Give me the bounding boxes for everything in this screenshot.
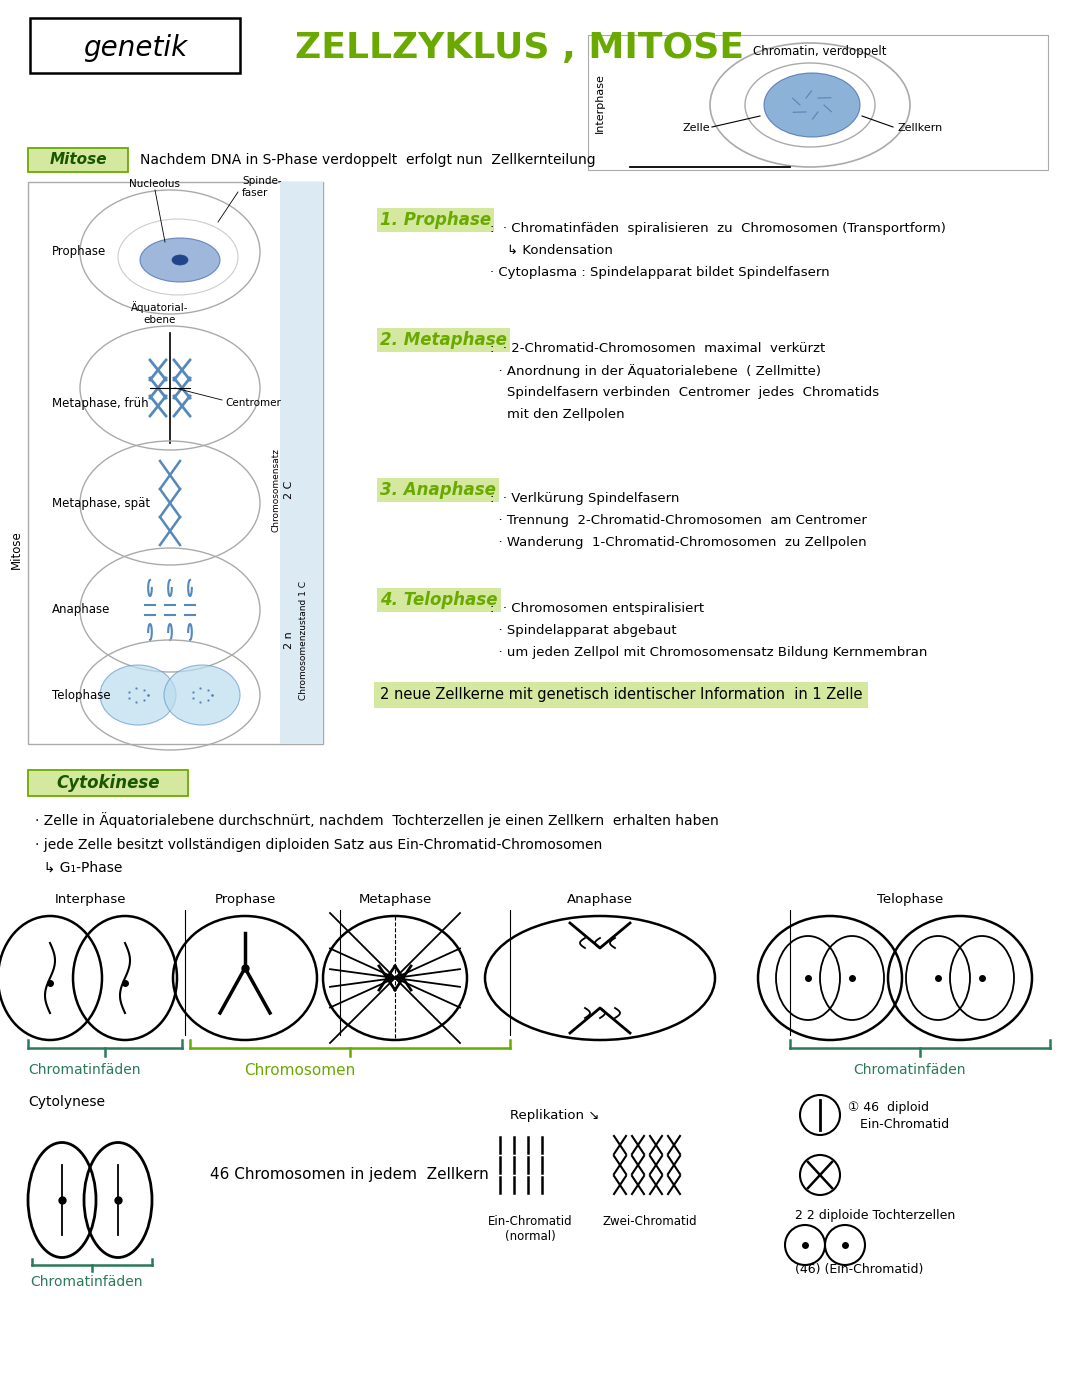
Text: Mitose: Mitose	[50, 152, 107, 168]
Text: Prophase: Prophase	[52, 246, 106, 258]
Text: Chromatinfäden: Chromatinfäden	[30, 1275, 143, 1289]
Text: · Cytoplasma : Spindelapparat bildet Spindelfasern: · Cytoplasma : Spindelapparat bildet Spi…	[490, 265, 829, 279]
Text: Metaphase, früh: Metaphase, früh	[52, 397, 149, 409]
Text: Telophase: Telophase	[52, 689, 110, 701]
Text: :  · Verlkürung Spindelfasern: : · Verlkürung Spindelfasern	[490, 492, 679, 504]
Text: ↳ G₁-Phase: ↳ G₁-Phase	[35, 861, 122, 875]
Text: · jede Zelle besitzt vollständigen diploiden Satz aus Ein-Chromatid-Chromosomen: · jede Zelle besitzt vollständigen diplo…	[35, 838, 603, 852]
Text: Chromosomen: Chromosomen	[244, 1063, 355, 1078]
Text: Chromatinfäden: Chromatinfäden	[854, 1063, 967, 1077]
Text: Replikation ↘: Replikation ↘	[510, 1108, 599, 1122]
Text: 3. Anaphase: 3. Anaphase	[380, 481, 496, 499]
Text: :  · Chromosomen entspiralisiert: : · Chromosomen entspiralisiert	[490, 602, 704, 615]
Text: 4. Telophase: 4. Telophase	[380, 591, 498, 609]
Text: Metaphase: Metaphase	[359, 894, 432, 907]
Text: Prophase: Prophase	[214, 894, 275, 907]
Text: :  · Chromatinfäden  spiralisieren  zu  Chromosomen (Transportform): : · Chromatinfäden spiralisieren zu Chro…	[490, 222, 946, 235]
Bar	[30, 18, 240, 73]
Text: Ein-Chromatid
(normal): Ein-Chromatid (normal)	[488, 1215, 572, 1243]
Ellipse shape	[764, 73, 860, 137]
Bar	[28, 148, 129, 172]
Text: genetik: genetik	[83, 34, 187, 61]
Text: 46 Chromosomen in jedem  Zellkern: 46 Chromosomen in jedem Zellkern	[210, 1168, 489, 1182]
Text: Interphase: Interphase	[54, 894, 125, 907]
Text: · um jeden Zellpol mit Chromosomensatz Bildung Kernmembran: · um jeden Zellpol mit Chromosomensatz B…	[490, 645, 928, 659]
Text: Äquatorial-
ebene: Äquatorial- ebene	[132, 302, 189, 324]
Ellipse shape	[164, 665, 240, 725]
Bar	[28, 182, 323, 745]
Text: mit den Zellpolen: mit den Zellpolen	[490, 408, 624, 420]
Text: Interphase: Interphase	[595, 73, 605, 133]
Text: Chromatin, verdoppelt: Chromatin, verdoppelt	[753, 46, 887, 59]
Text: · Trennung  2-Chromatid-Chromosomen  am Centromer: · Trennung 2-Chromatid-Chromosomen am Ce…	[490, 514, 867, 527]
Text: 2 n: 2 n	[284, 631, 294, 648]
Text: Cytokinese: Cytokinese	[56, 774, 160, 792]
Bar	[280, 182, 323, 745]
Text: Anaphase: Anaphase	[567, 894, 633, 907]
Text: Chromatinfäden: Chromatinfäden	[28, 1063, 140, 1077]
Text: 1. Prophase: 1. Prophase	[380, 211, 491, 229]
Text: Zellkern: Zellkern	[897, 123, 942, 133]
Text: Spinde-
faser: Spinde- faser	[242, 176, 282, 198]
Text: · Anordnung in der Äquatorialebene  ( Zellmitte): · Anordnung in der Äquatorialebene ( Zel…	[490, 365, 821, 379]
Text: Chromosomenzustand 1 C: Chromosomenzustand 1 C	[298, 581, 308, 700]
Text: Metaphase, spät: Metaphase, spät	[52, 496, 150, 510]
Text: Nachdem DNA in S-Phase verdoppelt  erfolgt nun  Zellkernteilung: Nachdem DNA in S-Phase verdoppelt erfolg…	[140, 154, 596, 168]
Text: 2 neue Zellkerne mit genetisch identischer Information  in 1 Zelle: 2 neue Zellkerne mit genetisch identisch…	[380, 687, 863, 703]
Bar	[28, 770, 188, 796]
Text: Zwei-Chromatid: Zwei-Chromatid	[603, 1215, 698, 1228]
Text: Zelle: Zelle	[683, 123, 710, 133]
Text: Chromosomensatz: Chromosomensatz	[271, 448, 281, 532]
Text: Spindelfasern verbinden  Centromer  jedes  Chromatids: Spindelfasern verbinden Centromer jedes …	[490, 386, 879, 400]
Text: Anaphase: Anaphase	[52, 604, 110, 616]
Text: :  · 2-Chromatid-Chromosomen  maximal  verkürzt: : · 2-Chromatid-Chromosomen maximal verk…	[490, 342, 825, 355]
Text: 2. Metaphase: 2. Metaphase	[380, 331, 507, 349]
Text: Nucleolus: Nucleolus	[130, 179, 180, 189]
Text: Centromer: Centromer	[225, 398, 281, 408]
Text: Telophase: Telophase	[877, 894, 943, 907]
Ellipse shape	[140, 237, 220, 282]
Text: ① 46  diploid: ① 46 diploid	[848, 1101, 929, 1115]
Text: ↳ Kondensation: ↳ Kondensation	[490, 244, 612, 257]
Text: · Zelle in Äquatorialebene durchschnürt, nachdem  Tochterzellen je einen Zellker: · Zelle in Äquatorialebene durchschnürt,…	[35, 812, 719, 828]
Text: · Wanderung  1-Chromatid-Chromosomen  zu Zellpolen: · Wanderung 1-Chromatid-Chromosomen zu Z…	[490, 536, 866, 549]
Text: 2 2 diploide Tochterzellen: 2 2 diploide Tochterzellen	[795, 1208, 955, 1221]
Text: (46) (Ein-Chromatid): (46) (Ein-Chromatid)	[795, 1263, 923, 1277]
Text: Ein-Chromatid: Ein-Chromatid	[848, 1119, 949, 1132]
Ellipse shape	[172, 256, 188, 265]
Text: 2 C: 2 C	[284, 481, 294, 499]
Ellipse shape	[100, 665, 176, 725]
Text: · Spindelapparat abgebaut: · Spindelapparat abgebaut	[490, 624, 677, 637]
Text: ZELLZYKLUS , MITOSE: ZELLZYKLUS , MITOSE	[295, 31, 744, 66]
Text: Cytolynese: Cytolynese	[28, 1095, 105, 1109]
Bar	[588, 35, 1048, 170]
Text: Mitose: Mitose	[10, 531, 23, 570]
